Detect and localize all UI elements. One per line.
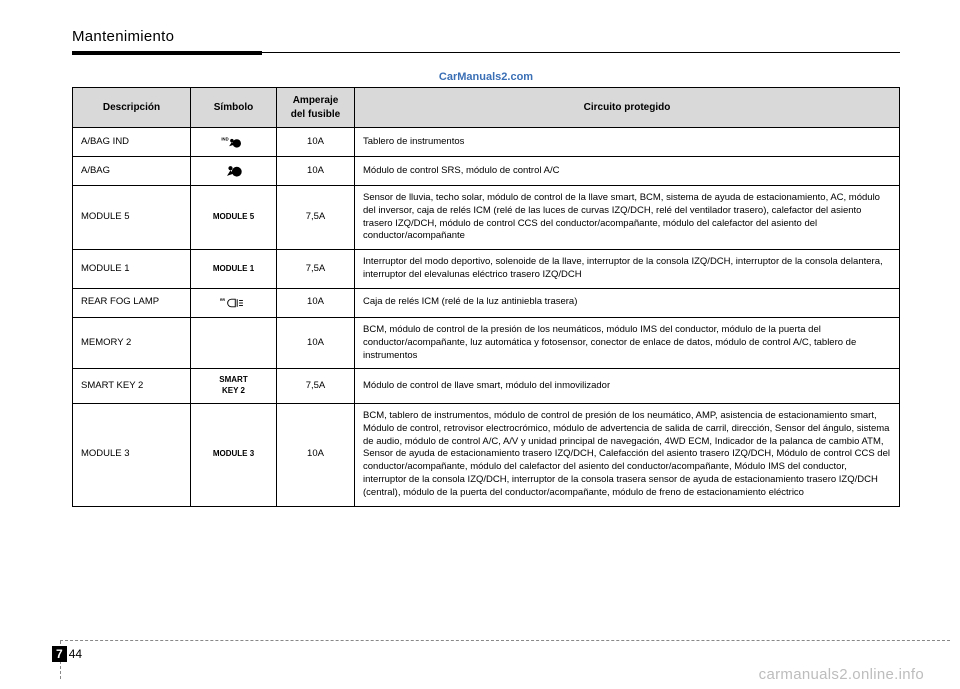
cell-description: A/BAG: [73, 157, 191, 186]
cell-amperage: 7,5A: [277, 369, 355, 404]
cell-symbol: MODULE 5: [191, 186, 277, 250]
cell-description: MODULE 5: [73, 186, 191, 250]
cell-symbol: SMARTKEY 2: [191, 369, 277, 404]
table-row: MODULE 1MODULE 17,5AInterruptor del modo…: [73, 250, 900, 289]
chapter-number: 7: [52, 646, 67, 662]
th-circuit: Circuito protegido: [355, 88, 900, 128]
airbag-ind-icon: IND: [220, 134, 248, 150]
fuse-table: Descripción Símbolo Amperaje del fusible…: [72, 87, 900, 507]
cell-amperage: 10A: [277, 403, 355, 506]
svg-text:RR: RR: [220, 298, 226, 302]
cell-amperage: 10A: [277, 317, 355, 368]
cell-circuit: Sensor de lluvia, techo solar, módulo de…: [355, 186, 900, 250]
cell-amperage: 10A: [277, 157, 355, 186]
dashed-rule: [60, 640, 950, 641]
cell-description: MODULE 1: [73, 250, 191, 289]
cell-amperage: 7,5A: [277, 250, 355, 289]
watermark-top: CarManuals2.com: [72, 71, 900, 83]
page-number: 744: [52, 647, 82, 661]
rule-thick: [72, 51, 262, 55]
cell-symbol: [191, 157, 277, 186]
table-row: A/BAG 10AMódulo de control SRS, módulo de…: [73, 157, 900, 186]
table-body: A/BAG INDIND10ATablero de instrumentosA/…: [73, 128, 900, 507]
cell-description: MODULE 3: [73, 403, 191, 506]
cell-description: REAR FOG LAMP: [73, 288, 191, 317]
table-row: MEMORY 2 10ABCM, módulo de control de la …: [73, 317, 900, 368]
cell-symbol: IND: [191, 128, 277, 157]
airbag-icon: [220, 163, 248, 179]
th-description: Descripción: [73, 88, 191, 128]
cell-symbol: [191, 317, 277, 368]
cell-symbol: RR: [191, 288, 277, 317]
table-header-row: Descripción Símbolo Amperaje del fusible…: [73, 88, 900, 128]
cell-circuit: BCM, módulo de control de la presión de …: [355, 317, 900, 368]
cell-amperage: 10A: [277, 128, 355, 157]
table-row: MODULE 5MODULE 57,5ASensor de lluvia, te…: [73, 186, 900, 250]
cell-circuit: Interruptor del modo deportivo, solenoid…: [355, 250, 900, 289]
rear-fog-icon: RR: [220, 295, 248, 311]
svg-text:IND: IND: [221, 137, 228, 142]
cell-description: MEMORY 2: [73, 317, 191, 368]
table-row: MODULE 3MODULE 310ABCM, tablero de instr…: [73, 403, 900, 506]
cell-circuit: Módulo de control SRS, módulo de control…: [355, 157, 900, 186]
header-rule: [72, 51, 900, 57]
cell-amperage: 10A: [277, 288, 355, 317]
table-row: REAR FOG LAMP RR 10ACaja de relés ICM (rel…: [73, 288, 900, 317]
cell-description: SMART KEY 2: [73, 369, 191, 404]
cell-circuit: Caja de relés ICM (relé de la luz antini…: [355, 288, 900, 317]
cell-amperage: 7,5A: [277, 186, 355, 250]
cell-description: A/BAG IND: [73, 128, 191, 157]
cell-symbol: MODULE 1: [191, 250, 277, 289]
cell-symbol: MODULE 3: [191, 403, 277, 506]
cell-circuit: Módulo de control de llave smart, módulo…: [355, 369, 900, 404]
page-number-value: 44: [69, 647, 82, 661]
section-title: Mantenimiento: [72, 28, 182, 45]
header-row: Mantenimiento: [72, 28, 900, 45]
cell-circuit: BCM, tablero de instrumentos, módulo de …: [355, 403, 900, 506]
table-row: SMART KEY 2SMARTKEY 27,5AMódulo de contr…: [73, 369, 900, 404]
table-row: A/BAG IND IND 10ATablero de instrumentos: [73, 128, 900, 157]
cell-circuit: Tablero de instrumentos: [355, 128, 900, 157]
bottom-watermark: carmanuals2.online.info: [759, 666, 924, 683]
th-symbol: Símbolo: [191, 88, 277, 128]
th-amperage: Amperaje del fusible: [277, 88, 355, 128]
page-content: Mantenimiento CarManuals2.com Descripció…: [0, 0, 960, 507]
